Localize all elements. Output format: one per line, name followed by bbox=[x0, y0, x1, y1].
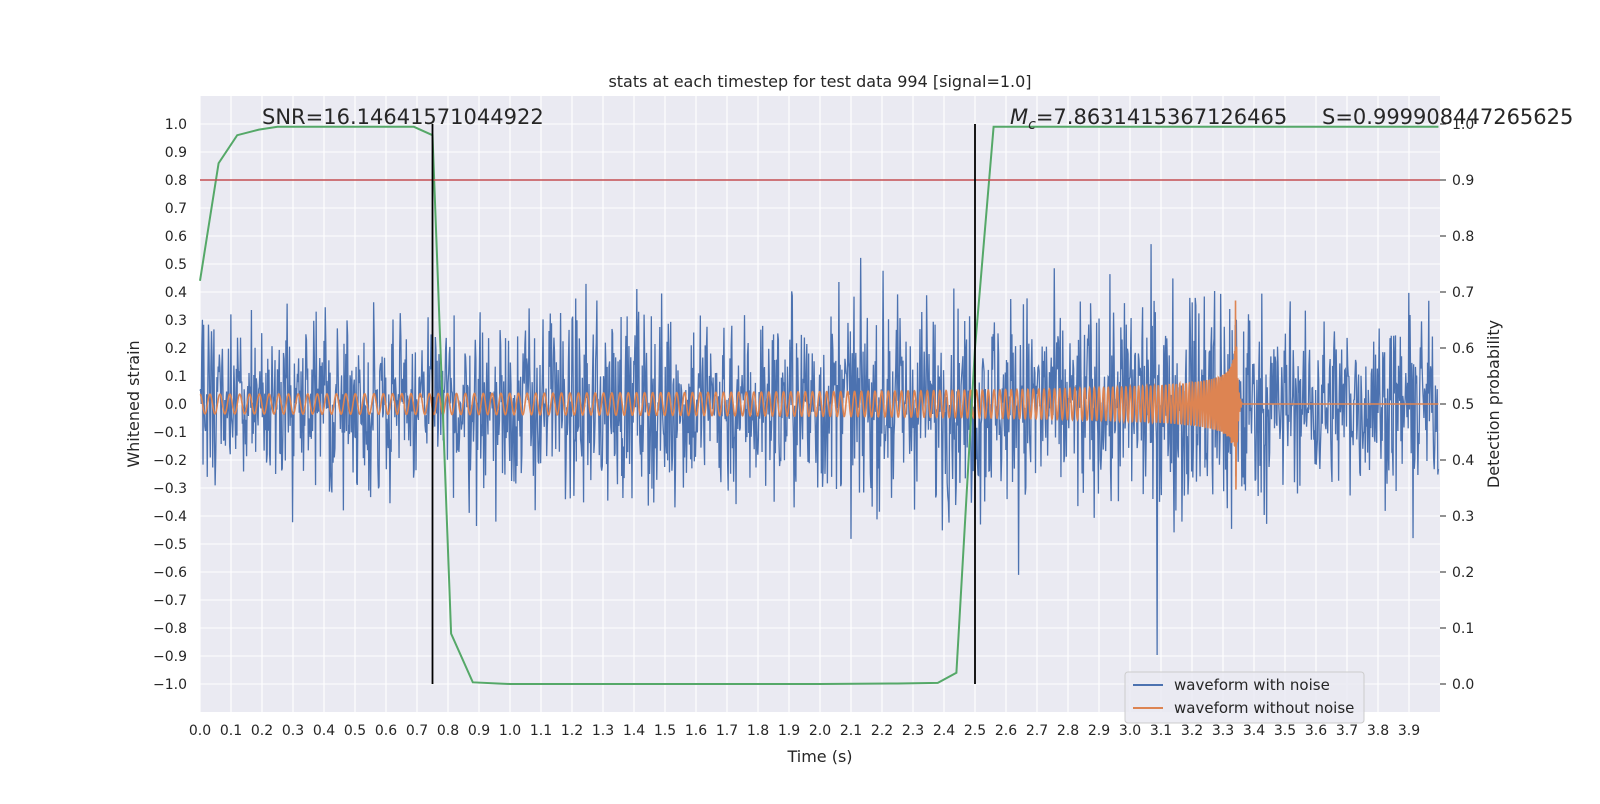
x-tick-label-38: 3.8 bbox=[1367, 723, 1389, 739]
snr-annotation: SNR=16.14641571044922 bbox=[262, 105, 544, 129]
x-tick-label-23: 2.3 bbox=[902, 723, 924, 739]
y-tick-label-10: 0.0 bbox=[165, 397, 187, 413]
legend-label-clean: waveform without noise bbox=[1174, 699, 1354, 717]
chirp-mass-annotation: Mc=7.8631415367126465 bbox=[1010, 105, 1287, 133]
chirp-mass-symbol: M bbox=[1010, 105, 1028, 129]
y2-tick-label-7: 0.3 bbox=[1452, 509, 1474, 525]
y-tick-label-1: 0.9 bbox=[165, 145, 187, 161]
x-tick-label-1: 0.1 bbox=[220, 723, 242, 739]
x-tick-label-29: 2.9 bbox=[1088, 723, 1110, 739]
noise-waveform-layer bbox=[199, 244, 1440, 656]
y-tick-label-12: −0.2 bbox=[153, 453, 187, 469]
x-tick-label-32: 3.2 bbox=[1181, 723, 1203, 739]
y-tick-label-15: −0.5 bbox=[153, 537, 187, 553]
y-tick-label-19: −0.9 bbox=[153, 649, 187, 665]
y2-tick-label-9: 0.1 bbox=[1452, 621, 1474, 637]
y2-tick-label-5: 0.5 bbox=[1452, 397, 1474, 413]
x-tick-label-33: 3.3 bbox=[1212, 723, 1234, 739]
x-tick-label-4: 0.4 bbox=[313, 723, 335, 739]
y-tick-label-8: 0.2 bbox=[165, 341, 187, 357]
y-tick-label-9: 0.1 bbox=[165, 369, 187, 385]
x-tick-label-9: 0.9 bbox=[468, 723, 490, 739]
y-tick-label-3: 0.7 bbox=[165, 201, 187, 217]
x-tick-label-24: 2.4 bbox=[933, 723, 955, 739]
chirp-mass-subscript: c bbox=[1028, 117, 1036, 133]
series-waveform-with-noise bbox=[199, 244, 1440, 656]
x-tick-label-8: 0.8 bbox=[437, 723, 459, 739]
x-tick-label-22: 2.2 bbox=[871, 723, 893, 739]
x-tick-label-36: 3.6 bbox=[1305, 723, 1327, 739]
y-tick-label-7: 0.3 bbox=[165, 313, 187, 329]
x-tick-label-30: 3.0 bbox=[1119, 723, 1141, 739]
x-tick-label-27: 2.7 bbox=[1026, 723, 1048, 739]
y-axis-label: Whitened strain bbox=[124, 340, 143, 467]
x-tick-label-26: 2.6 bbox=[995, 723, 1017, 739]
y2-tick-label-0: 1.0 bbox=[1452, 117, 1474, 133]
x-tick-label-39: 3.9 bbox=[1398, 723, 1420, 739]
x-tick-label-6: 0.6 bbox=[375, 723, 397, 739]
x-tick-label-37: 3.7 bbox=[1336, 723, 1358, 739]
x-tick-label-16: 1.6 bbox=[685, 723, 707, 739]
x-tick-label-5: 0.5 bbox=[344, 723, 366, 739]
ticks-layer: 0.0 0.1 0.2 0.3 0.4 0.5 0.6 0.7 0.8 0.9 1.0 1.1 1.2 1… bbox=[153, 117, 1474, 739]
y-tick-label-17: −0.7 bbox=[153, 593, 187, 609]
y2-tick-label-4: 0.6 bbox=[1452, 341, 1474, 357]
x-tick-label-10: 1.0 bbox=[499, 723, 521, 739]
y2-tick-label-2: 0.8 bbox=[1452, 229, 1474, 245]
x-tick-label-13: 1.3 bbox=[592, 723, 614, 739]
legend-label-noise: waveform with noise bbox=[1174, 676, 1330, 694]
detection-probability-layer bbox=[199, 125, 1439, 685]
x-tick-label-18: 1.8 bbox=[747, 723, 769, 739]
y-tick-label-18: −0.8 bbox=[153, 621, 187, 637]
x-tick-label-25: 2.5 bbox=[964, 723, 986, 739]
x-tick-label-3: 0.3 bbox=[282, 723, 304, 739]
x-tick-label-2: 0.2 bbox=[251, 723, 273, 739]
y2-tick-label-6: 0.4 bbox=[1452, 453, 1474, 469]
x-tick-label-21: 2.1 bbox=[840, 723, 862, 739]
y2-axis-label: Detection probability bbox=[1484, 320, 1503, 488]
y2-tick-label-8: 0.2 bbox=[1452, 565, 1474, 581]
y-tick-label-16: −0.6 bbox=[153, 565, 187, 581]
x-tick-label-14: 1.4 bbox=[623, 723, 645, 739]
y-tick-label-11: −0.1 bbox=[153, 425, 187, 441]
legend: waveform with noise waveform without noi… bbox=[1124, 671, 1365, 724]
marker-lines-layer bbox=[200, 124, 1440, 684]
y2-tick-label-10: 0.0 bbox=[1452, 677, 1474, 693]
x-tick-label-0: 0.0 bbox=[189, 723, 211, 739]
y-tick-label-5: 0.5 bbox=[165, 257, 187, 273]
y-tick-label-2: 0.8 bbox=[165, 173, 187, 189]
legend-box bbox=[1124, 671, 1365, 724]
x-tick-label-12: 1.2 bbox=[561, 723, 583, 739]
x-tick-label-35: 3.5 bbox=[1274, 723, 1296, 739]
chart-title: stats at each timestep for test data 994… bbox=[608, 72, 1031, 91]
y-tick-label-13: −0.3 bbox=[153, 481, 187, 497]
chirp-mass-value: =7.8631415367126465 bbox=[1036, 105, 1287, 129]
y-tick-label-14: −0.4 bbox=[153, 509, 187, 525]
x-tick-label-7: 0.7 bbox=[406, 723, 428, 739]
x-tick-label-17: 1.7 bbox=[716, 723, 738, 739]
y-tick-label-20: −1.0 bbox=[153, 677, 187, 693]
x-tick-label-20: 2.0 bbox=[809, 723, 831, 739]
s-annotation: S=0.999908447265625 bbox=[1322, 105, 1573, 129]
x-tick-label-31: 3.1 bbox=[1150, 723, 1172, 739]
x-tick-label-11: 1.1 bbox=[530, 723, 552, 739]
series-waveform-without-noise bbox=[199, 300, 1439, 490]
series-detection-probability bbox=[199, 125, 1439, 685]
y-tick-label-6: 0.4 bbox=[165, 285, 187, 301]
x-tick-label-15: 1.5 bbox=[654, 723, 676, 739]
y-tick-label-4: 0.6 bbox=[165, 229, 187, 245]
y-tick-label-0: 1.0 bbox=[165, 117, 187, 133]
x-axis-label: Time (s) bbox=[786, 747, 852, 766]
x-tick-label-19: 1.9 bbox=[778, 723, 800, 739]
x-tick-label-34: 3.4 bbox=[1243, 723, 1265, 739]
y2-tick-label-1: 0.9 bbox=[1452, 173, 1474, 189]
y2-tick-label-3: 0.7 bbox=[1452, 285, 1474, 301]
x-tick-label-28: 2.8 bbox=[1057, 723, 1079, 739]
clean-waveform-layer bbox=[199, 300, 1439, 490]
